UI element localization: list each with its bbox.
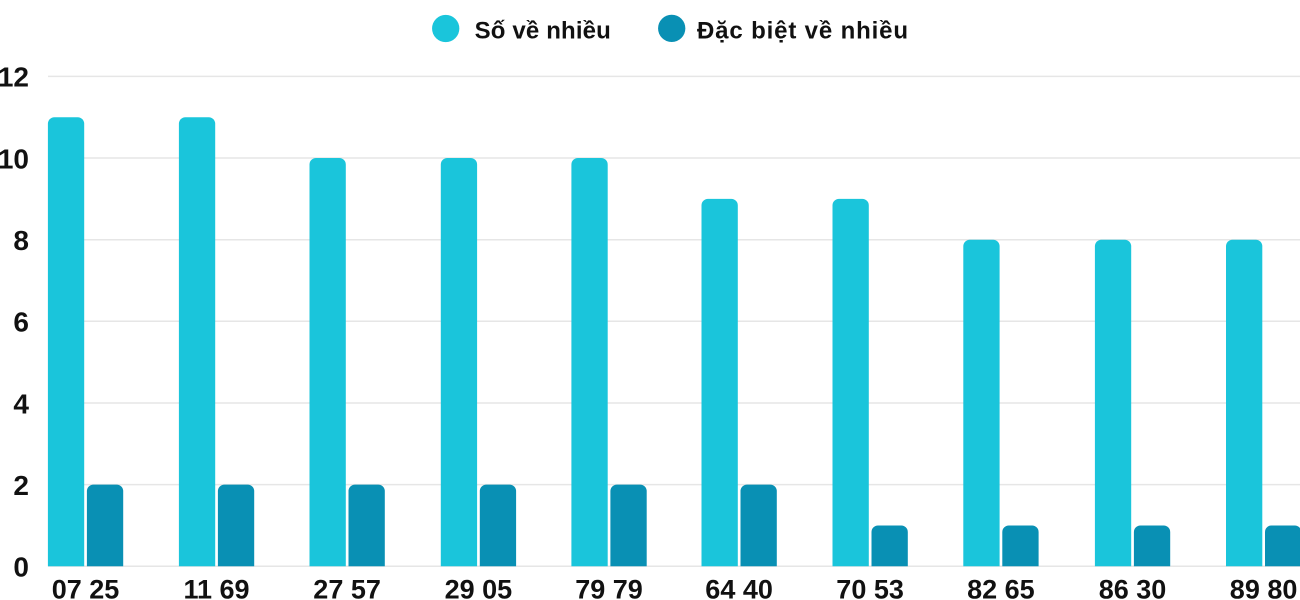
svg-text:12: 12: [0, 62, 29, 93]
svg-text:Số về nhiều: Số về nhiều: [475, 17, 611, 44]
svg-text:6: 6: [13, 307, 29, 338]
svg-text:0: 0: [13, 552, 29, 583]
svg-text:07 25: 07 25: [52, 575, 120, 600]
svg-text:4: 4: [13, 388, 29, 419]
svg-text:10: 10: [0, 143, 29, 174]
svg-text:8: 8: [13, 225, 29, 256]
svg-text:64 40: 64 40: [705, 575, 773, 600]
svg-text:Đặc biệt về nhiều: Đặc biệt về nhiều: [697, 17, 909, 44]
svg-text:29 05: 29 05: [445, 575, 513, 600]
svg-text:89 80: 89 80: [1230, 575, 1298, 600]
svg-text:70 53: 70 53: [836, 575, 904, 600]
svg-text:11 69: 11 69: [183, 575, 249, 600]
svg-text:27 57: 27 57: [313, 575, 381, 600]
svg-text:86 30: 86 30: [1099, 575, 1167, 600]
svg-text:79 79: 79 79: [575, 575, 643, 600]
svg-text:2: 2: [13, 470, 29, 501]
svg-text:82 65: 82 65: [967, 575, 1035, 600]
